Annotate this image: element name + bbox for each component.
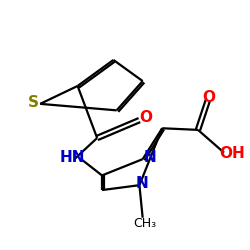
Text: OH: OH <box>219 146 245 161</box>
Text: S: S <box>28 95 39 110</box>
Text: O: O <box>202 90 215 105</box>
Text: HN: HN <box>59 150 85 165</box>
Text: N: N <box>136 176 148 191</box>
Text: CH₃: CH₃ <box>133 216 156 230</box>
Text: N: N <box>144 150 156 165</box>
Text: O: O <box>139 110 152 125</box>
